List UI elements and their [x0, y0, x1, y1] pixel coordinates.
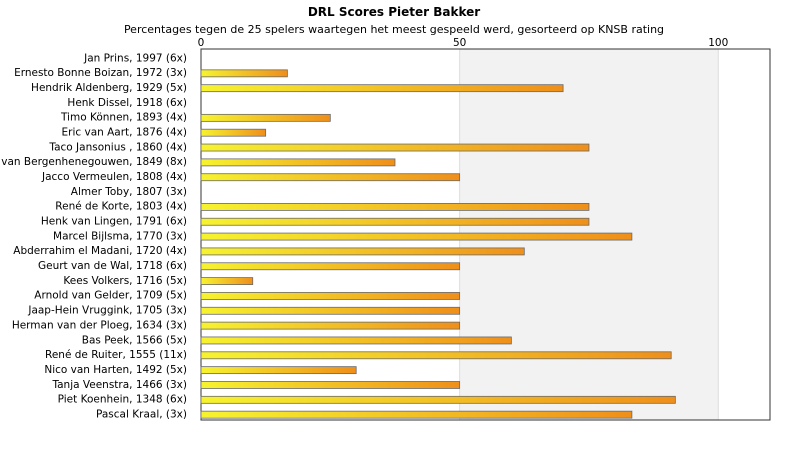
bar: [200, 69, 288, 78]
bar: [200, 306, 461, 315]
category-label: Timo Können, 1893 (4x): [60, 112, 187, 124]
bar: [200, 277, 254, 286]
chart-title: DRL Scores Pieter Bakker: [308, 5, 480, 19]
bar: [200, 351, 672, 360]
bar: [200, 158, 396, 167]
bar: [200, 232, 633, 241]
bar: [200, 410, 633, 419]
bar: [200, 84, 564, 93]
category-label: Arnold van Gelder, 1709 (5x): [34, 290, 187, 302]
category-label: Ernesto Bonne Boizan, 1972 (3x): [14, 67, 187, 79]
bar: [200, 173, 461, 182]
category-label: Taco Jansonius , 1860 (4x): [48, 141, 187, 153]
category-label: Kees Volkers, 1716 (5x): [63, 275, 187, 287]
bar: [200, 113, 331, 122]
category-label: Hendrik Aldenberg, 1929 (5x): [31, 82, 187, 94]
category-label: René de Korte, 1803 (4x): [55, 201, 187, 213]
bar: [200, 321, 461, 330]
category-label: Herman van der Ploeg, 1634 (3x): [12, 319, 187, 331]
bar: [200, 217, 590, 226]
category-label: Henk van Lingen, 1791 (6x): [41, 216, 187, 228]
bar: [200, 202, 590, 211]
category-label: Pascal Kraal, (3x): [96, 408, 187, 420]
category-label: Nico van Harten, 1492 (5x): [44, 364, 187, 376]
plot-area: 0 50 100 Jan Prins, 1997 (6x) Ernesto Bonne …: [1, 37, 771, 421]
bar: [200, 143, 590, 152]
category-label: Jacco Vermeulen, 1808 (4x): [41, 171, 187, 183]
bar: [200, 395, 676, 404]
x-tick-label: 100: [708, 37, 728, 49]
category-label: Geurt van de Wal, 1718 (6x): [38, 260, 187, 272]
category-label: Jan Prins, 1997 (6x): [83, 52, 187, 64]
category-label: Marcel Bijlsma, 1770 (3x): [53, 230, 187, 242]
bar: [200, 292, 461, 300]
bar: [200, 366, 357, 375]
bar: [200, 381, 461, 389]
category-label: Eric van Aart, 1876 (4x): [62, 127, 188, 139]
bar: [200, 262, 461, 271]
category-label: Tanja Veenstra, 1466 (3x): [51, 379, 187, 391]
bar: [200, 247, 525, 256]
category-label: Jaap-Hein Vruggink, 1705 (3x): [27, 305, 187, 317]
category-label: Bas Peek, 1566 (5x): [82, 334, 187, 346]
bar: [200, 336, 512, 345]
category-label: Piet Koenhein, 1348 (6x): [58, 394, 187, 406]
bar: [200, 128, 267, 137]
chart-subtitle: Percentages tegen de 25 spelers waartege…: [124, 23, 664, 36]
x-tick-label: 0: [198, 37, 205, 49]
category-label: Almer Toby, 1807 (3x): [71, 186, 187, 198]
category-label: René de Ruiter, 1555 (11x): [45, 349, 187, 361]
x-tick-label: 50: [453, 37, 466, 49]
category-label: Abderrahim el Madani, 1720 (4x): [13, 245, 187, 257]
category-label: Henk Dissel, 1918 (6x): [67, 97, 187, 109]
category-label: van Bergenhenegouwen, 1849 (8x): [1, 156, 187, 168]
